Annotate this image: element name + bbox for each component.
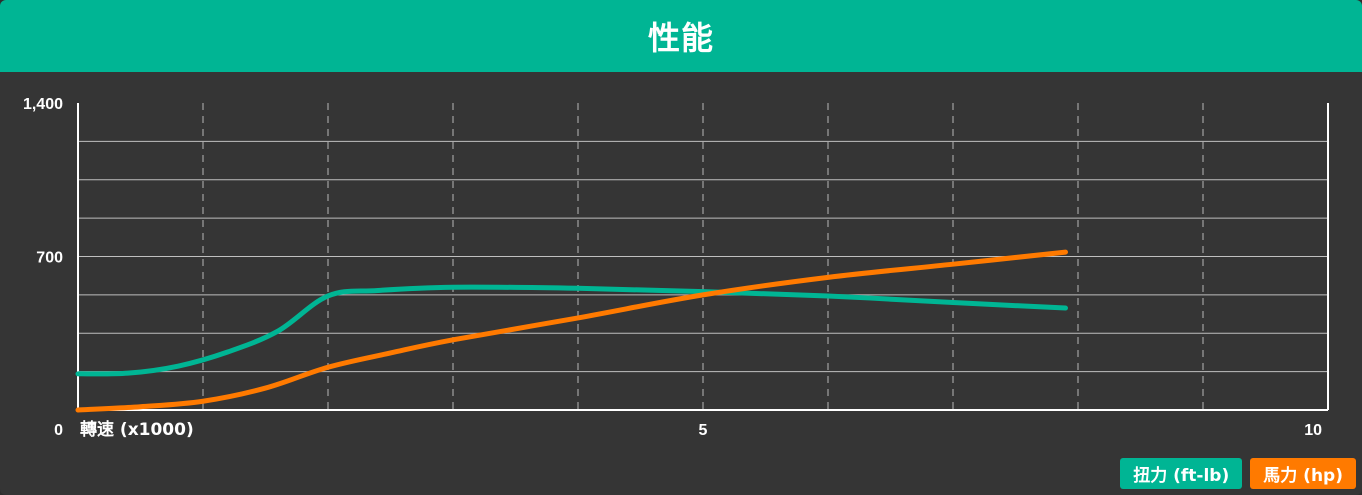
- page-title: 性能: [647, 19, 714, 57]
- y-tick-label: 700: [36, 250, 63, 267]
- x-tick-label: 5: [699, 422, 708, 439]
- legend-label-torque: 扭力 (ft-lb): [1133, 466, 1230, 486]
- series-line-horsepower: [75, 249, 1068, 413]
- legend-item-torque[interactable]: 扭力 (ft-lb): [1120, 458, 1243, 489]
- x-tick-label: 0: [54, 422, 63, 439]
- series-line-torque: [75, 284, 1068, 377]
- performance-chart: 700 1,400 0 5 10 轉速 (x1000): [23, 96, 1329, 440]
- x-tick-label: 10: [1304, 422, 1322, 439]
- x-axis-label: 轉速 (x1000): [80, 419, 194, 440]
- legend-item-horsepower[interactable]: 馬力 (hp): [1250, 458, 1356, 489]
- series-lines: [75, 249, 1068, 413]
- panel-header: 性能: [0, 0, 1362, 72]
- legend-label-horsepower: 馬力 (hp): [1263, 466, 1343, 486]
- legend: 扭力 (ft-lb) 馬力 (hp): [1120, 458, 1356, 489]
- axes: [77, 103, 1329, 411]
- tick-labels: 700 1,400 0 5 10 轉速 (x1000): [23, 96, 1322, 440]
- y-tick-label: 1,400: [23, 96, 63, 113]
